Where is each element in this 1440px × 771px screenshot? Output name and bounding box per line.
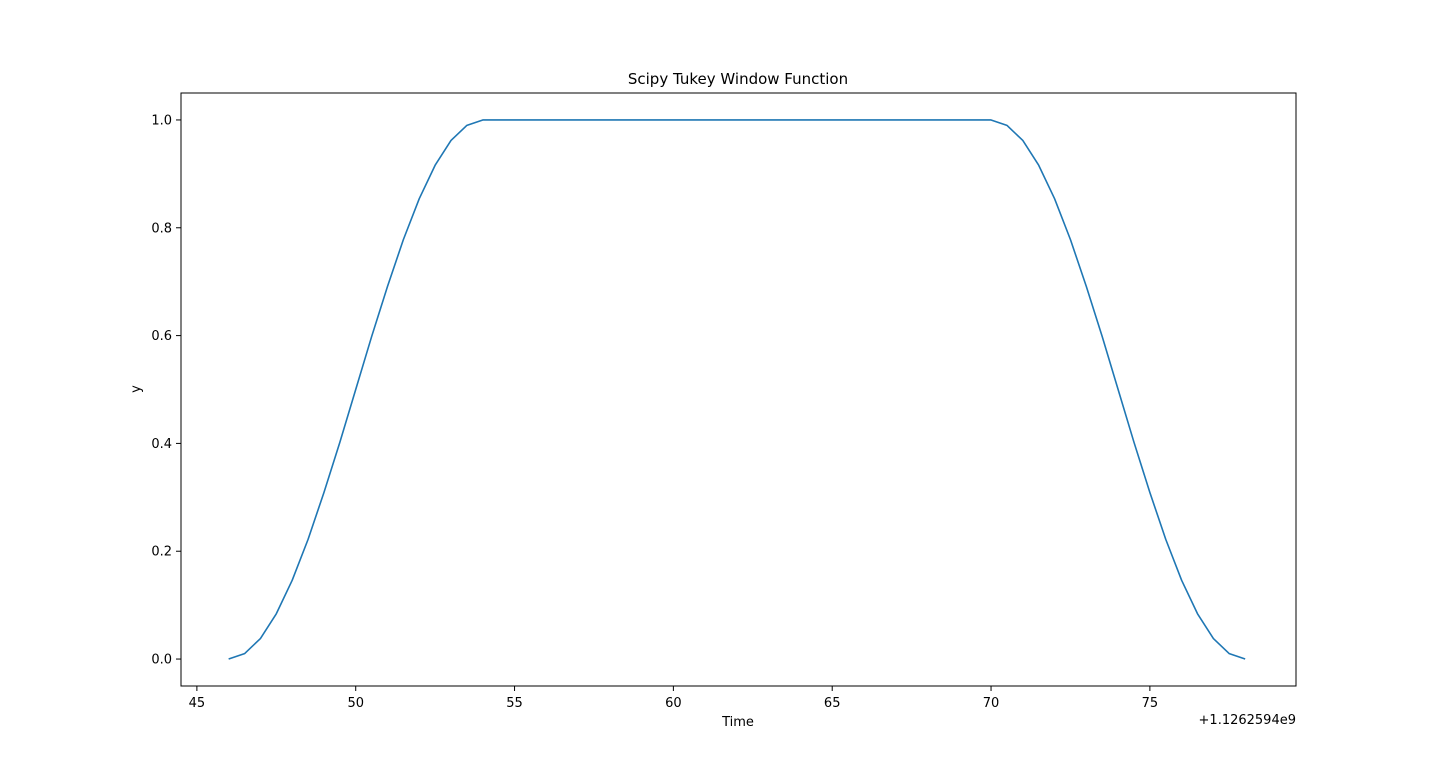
y-tick-label: 0.4 [151, 437, 172, 452]
x-tick-label: 60 [665, 696, 682, 711]
x-axis-label: Time [721, 715, 754, 730]
chart-title: Scipy Tukey Window Function [628, 70, 848, 88]
y-axis: 0.0 0.2 0.4 0.6 0.8 1.0 [151, 113, 181, 668]
series-line-0 [228, 119, 1246, 660]
plot-area [180, 92, 1297, 687]
x-tick-label: 65 [824, 696, 841, 711]
x-tick-label: 70 [983, 696, 1000, 711]
x-tick-label: 50 [347, 696, 364, 711]
series-layer [228, 119, 1246, 660]
y-tick-label: 0.6 [151, 329, 172, 344]
y-tick-label: 1.0 [151, 113, 172, 128]
x-tick-label: 55 [506, 696, 523, 711]
plot-background [181, 93, 1296, 686]
y-tick-label: 0.2 [151, 545, 172, 560]
y-axis-label: y [129, 385, 144, 393]
x-axis: 45 50 55 60 65 70 75 [189, 686, 1159, 711]
x-tick-label: 45 [189, 696, 206, 711]
x-tick-label: 75 [1142, 696, 1159, 711]
y-tick-label: 0.8 [151, 221, 172, 236]
x-axis-offset-label: +1.1262594e9 [1199, 713, 1296, 728]
plot-frame [180, 92, 1297, 687]
y-tick-label: 0.0 [151, 653, 172, 668]
